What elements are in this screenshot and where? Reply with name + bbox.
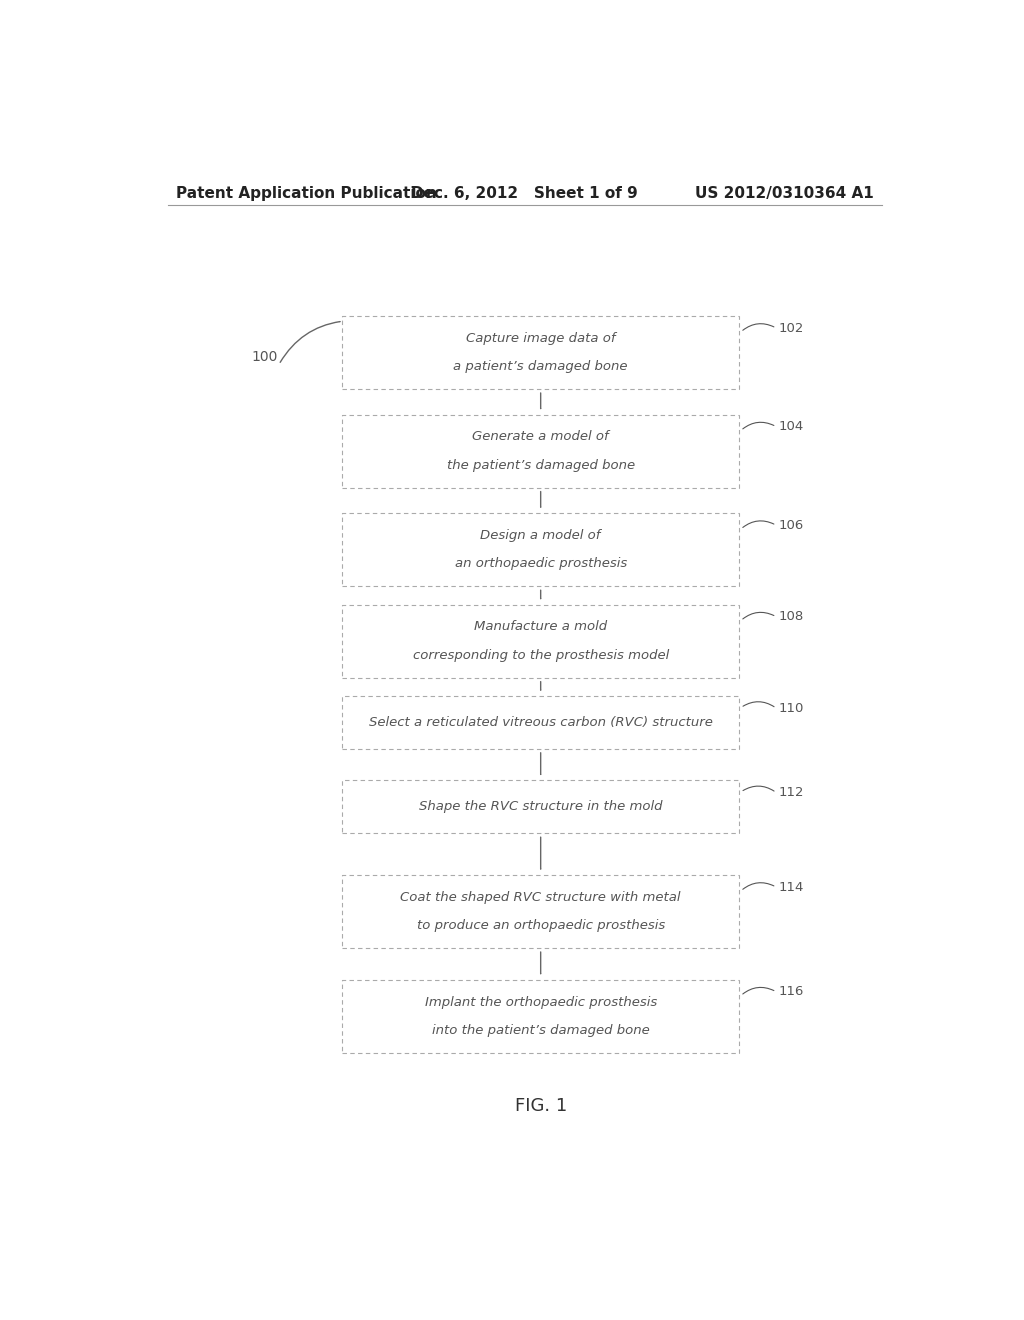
FancyArrowPatch shape <box>742 521 774 528</box>
Text: Coat the shaped RVC structure with metal: Coat the shaped RVC structure with metal <box>400 891 681 904</box>
FancyArrowPatch shape <box>742 323 774 330</box>
Bar <box>342 875 739 948</box>
Text: 100: 100 <box>251 350 278 363</box>
Text: 110: 110 <box>779 702 804 714</box>
Text: Generate a model of: Generate a model of <box>472 430 609 444</box>
FancyArrowPatch shape <box>742 883 774 890</box>
Text: Design a model of: Design a model of <box>480 529 601 543</box>
Text: Capture image data of: Capture image data of <box>466 331 615 345</box>
Text: a patient’s damaged bone: a patient’s damaged bone <box>454 360 628 374</box>
Bar <box>342 414 739 487</box>
Bar <box>342 315 739 389</box>
Text: FIG. 1: FIG. 1 <box>514 1097 567 1114</box>
Text: into the patient’s damaged bone: into the patient’s damaged bone <box>432 1024 649 1038</box>
Text: Select a reticulated vitreous carbon (RVC) structure: Select a reticulated vitreous carbon (RV… <box>369 715 713 729</box>
Text: 112: 112 <box>779 787 804 799</box>
Text: US 2012/0310364 A1: US 2012/0310364 A1 <box>695 186 873 202</box>
Bar <box>342 979 739 1053</box>
FancyArrowPatch shape <box>743 787 774 791</box>
Text: the patient’s damaged bone: the patient’s damaged bone <box>446 459 635 471</box>
Text: Manufacture a mold: Manufacture a mold <box>474 620 607 634</box>
FancyArrowPatch shape <box>281 322 340 362</box>
Bar <box>342 780 739 833</box>
FancyArrowPatch shape <box>742 612 774 619</box>
Text: an orthopaedic prosthesis: an orthopaedic prosthesis <box>455 557 627 570</box>
Text: Dec. 6, 2012   Sheet 1 of 9: Dec. 6, 2012 Sheet 1 of 9 <box>412 186 638 202</box>
Text: Shape the RVC structure in the mold: Shape the RVC structure in the mold <box>419 800 663 813</box>
Text: 108: 108 <box>779 610 804 623</box>
Text: Patent Application Publication: Patent Application Publication <box>176 186 436 202</box>
Bar <box>342 696 739 748</box>
FancyArrowPatch shape <box>742 422 774 429</box>
Bar <box>342 605 739 677</box>
Text: 114: 114 <box>779 880 804 894</box>
Text: 106: 106 <box>779 519 804 532</box>
Text: to produce an orthopaedic prosthesis: to produce an orthopaedic prosthesis <box>417 919 665 932</box>
Text: corresponding to the prosthesis model: corresponding to the prosthesis model <box>413 649 669 661</box>
Text: 116: 116 <box>779 985 804 998</box>
FancyArrowPatch shape <box>743 702 774 706</box>
Bar <box>342 513 739 586</box>
Text: 104: 104 <box>779 420 804 433</box>
Text: 102: 102 <box>779 322 804 335</box>
FancyArrowPatch shape <box>742 987 774 994</box>
Text: Implant the orthopaedic prosthesis: Implant the orthopaedic prosthesis <box>425 995 656 1008</box>
